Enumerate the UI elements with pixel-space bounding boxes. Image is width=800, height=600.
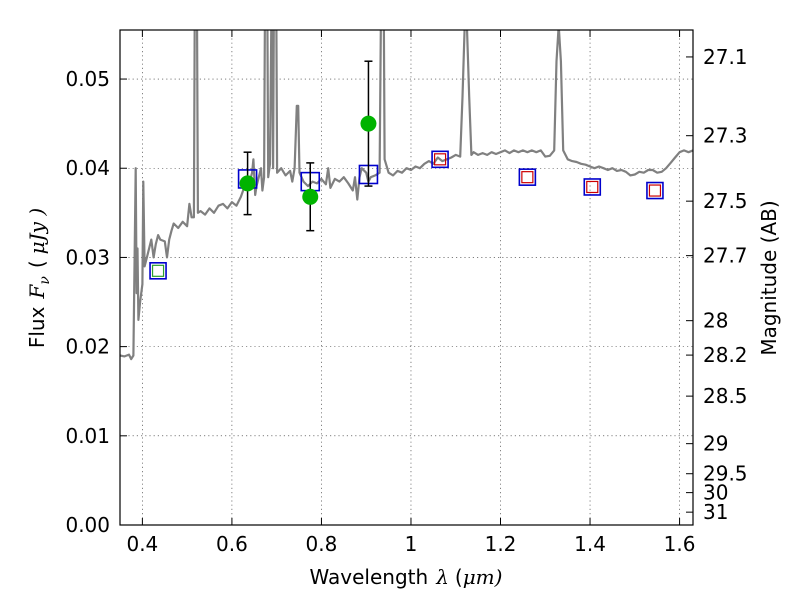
y2-axis-label: Magnitude (AB) [757,200,781,355]
spectrum-line [120,30,693,361]
axis-ticks: 0.4 0.6 0.8 1 1.2 1.4 1.6 0.00 0.01 0.02 0.03 0.04 0… [65,30,748,556]
y2-tick-label: 30 [703,481,728,505]
model-photometry-box [646,181,664,200]
model-photometry-inner-box [151,264,165,277]
spectrum-series [120,30,693,361]
x-tick-label: 1.6 [664,532,696,556]
y-tick-label: 0.01 [65,424,110,448]
x-tick-label: 1.2 [485,532,517,556]
y-axis-label: FluxFν(μJy ) [25,208,53,348]
model-photometry-inner-box [586,180,599,194]
y-tick-label: 0.05 [65,67,110,91]
model-photometry-inner-box [521,171,534,184]
y-tick-label: 0.02 [65,335,110,359]
x-tick-label: 1.4 [574,532,606,556]
y2-tick-label: 29 [703,432,728,456]
y2-tick-label: 27.5 [703,189,748,213]
y2-tick-label: 29.5 [703,462,748,486]
photometry-layer [149,60,664,280]
y-tick-label: 0.04 [65,156,110,180]
observed-data-point [239,175,256,192]
model-photometry-box [431,150,449,169]
x-tick-label: 0.6 [216,532,248,556]
model-photometry-inner-box [648,184,662,197]
y2-tick-label: 28.2 [703,343,748,367]
y2-tick-label: 28 [703,309,728,333]
y-tick-label: 0.03 [65,245,110,269]
x-tick-label: 0.8 [306,532,338,556]
observed-data-point [360,115,377,132]
x-tick-label: 0.4 [126,532,158,556]
y2-tick-label: 28.5 [703,384,748,408]
observed-data-point [302,188,319,205]
x-axis-label: Wavelength λ (μm) [310,565,503,589]
y2-tick-label: 27.3 [703,124,748,148]
model-photometry-box [583,178,602,196]
model-photometry-inner-box [433,153,447,166]
y2-tick-label: 27.7 [703,244,748,268]
y2-tick-label: 27.1 [703,45,748,69]
grid-lines [120,30,693,526]
model-photometry-box [149,262,167,280]
x-tick-label: 1 [405,532,418,556]
y2-tick-label: 31 [703,500,728,524]
model-photometry-box [518,168,537,186]
y-tick-label: 0.00 [65,513,110,537]
plot-frame [119,29,694,526]
